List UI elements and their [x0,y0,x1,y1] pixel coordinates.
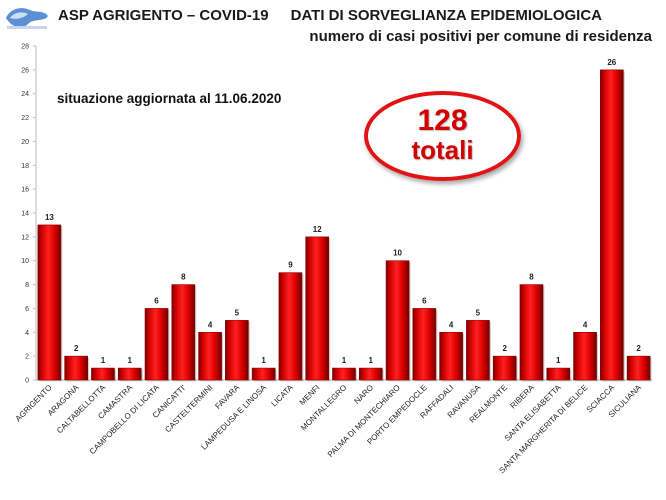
y-tick-label: 6 [25,306,29,313]
bar-value-label: 1 [342,356,347,365]
y-tick-label: 0 [25,378,29,385]
x-tick-label: NARO [352,383,375,406]
y-tick-label: 22 [21,115,29,122]
bar [358,367,383,381]
bar-value-label: 6 [154,296,159,305]
bar-value-label: 4 [208,320,213,329]
page-subtitle: numero di casi positivi per comune di re… [309,28,652,45]
bar-value-label: 13 [45,213,54,222]
y-tick-label: 18 [21,163,29,170]
situation-date: situazione aggiornata al 11.06.2020 [57,91,282,106]
bar [546,367,571,381]
y-tick-label: 10 [21,258,29,265]
bar [278,272,303,381]
title-right: DATI DI SORVEGLIANZA EPIDEMIOLOGICA [290,7,603,24]
bar-value-label: 4 [583,320,588,329]
bar-value-label: 8 [181,273,186,282]
bar [466,320,490,381]
bar-value-label: 4 [449,320,454,329]
bar-value-label: 12 [313,225,322,234]
bar-value-label: 2 [74,344,79,353]
bar [225,320,249,381]
y-tick-label: 24 [21,91,29,98]
bar [626,355,651,381]
bar-value-label: 8 [529,273,534,282]
y-tick-label: 12 [21,234,29,241]
bar [64,355,88,381]
logo-icon [6,8,48,29]
y-tick-label: 20 [21,139,29,146]
x-tick-label: LICATA [270,383,296,409]
x-tick-label: CASTELTERMINI [163,383,214,434]
bar [332,367,356,381]
bar [117,367,142,381]
bar [251,367,276,381]
y-tick-label: 16 [21,187,29,194]
bar-value-label: 26 [607,58,616,67]
bar [144,308,169,381]
bar-value-label: 1 [261,356,266,365]
bar-value-label: 1 [101,356,106,365]
y-tick-label: 26 [21,67,29,74]
page-title: ASP AGRIGENTO – COVID-19 DATI DI SORVEGLI… [58,7,602,24]
bar [573,331,597,381]
bar [519,284,544,381]
total-label: totali [411,135,474,166]
bar-value-label: 1 [128,356,133,365]
bar [171,284,196,381]
x-tick-label: AGRIGENTO [14,383,54,423]
bar [600,69,624,381]
title-left: ASP AGRIGENTO – COVID-19 [58,7,269,24]
bar [91,367,115,381]
bar-value-label: 1 [556,356,561,365]
y-tick-label: 14 [21,211,29,218]
total-value: 128 [417,104,468,138]
bar-value-label: 1 [369,356,374,365]
y-tick-label: 4 [25,330,29,337]
bar-value-label: 5 [235,308,240,317]
y-tick-label: 28 [21,44,29,51]
bar [439,331,463,381]
bar [198,331,222,381]
bar [305,236,330,381]
bar-value-label: 9 [288,261,293,270]
bar [412,308,437,381]
bar [492,355,517,381]
bar-value-label: 6 [422,296,427,305]
bar [37,224,62,381]
bar [385,260,410,381]
x-tick-label: CALTABELLOTTA [55,383,108,436]
y-tick-label: 8 [25,282,29,289]
y-tick-label: 2 [25,354,29,361]
bar-value-label: 2 [502,344,507,353]
x-tick-label: MENFI [298,383,322,407]
bar-value-label: 5 [476,308,481,317]
bar-value-label: 2 [636,344,641,353]
bar-value-label: 10 [393,249,402,258]
total-badge: 128 totali [364,91,521,181]
